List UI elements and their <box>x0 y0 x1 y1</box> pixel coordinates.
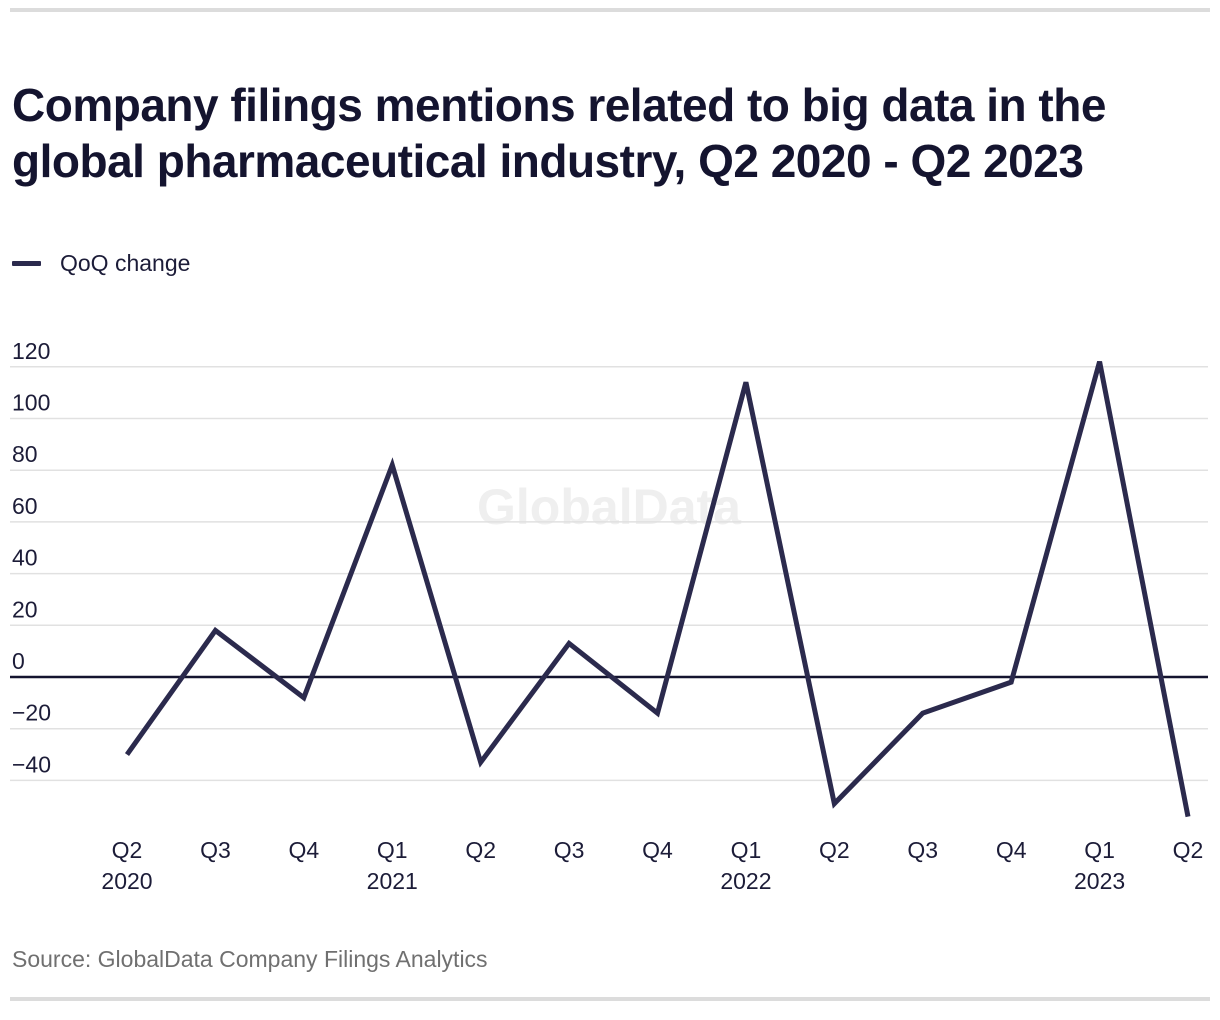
x-tick-label: Q3 <box>200 837 231 863</box>
x-tick-label: Q1 <box>731 837 762 863</box>
y-tick-label: 20 <box>12 596 38 622</box>
x-tick-label: Q4 <box>642 837 673 863</box>
y-tick-label: 80 <box>12 441 38 467</box>
legend: QoQ change <box>12 248 190 278</box>
x-tick-label: Q4 <box>288 837 319 863</box>
x-year-label: 2021 <box>367 868 418 894</box>
y-tick-label: 120 <box>12 338 50 364</box>
x-tick-label: Q4 <box>996 837 1027 863</box>
page-title-line-2: global pharmaceutical industry, Q2 2020 … <box>12 134 1084 187</box>
top-divider <box>10 8 1210 12</box>
bottom-divider <box>10 997 1210 1001</box>
x-tick-label: Q2 <box>819 837 850 863</box>
watermark-text: GlobalData <box>477 479 742 535</box>
x-tick-label: Q1 <box>1084 837 1115 863</box>
y-tick-label: 100 <box>12 390 50 416</box>
y-tick-label: −20 <box>12 700 51 726</box>
y-tick-label: −40 <box>12 751 51 777</box>
page-title-line-1: Company filings mentions related to big … <box>12 78 1106 131</box>
x-year-label: 2023 <box>1074 868 1125 894</box>
source-text: Source: GlobalData Company Filings Analy… <box>12 946 488 972</box>
y-tick-label: 40 <box>12 545 38 571</box>
x-tick-label: Q3 <box>554 837 585 863</box>
series-line <box>124 360 1191 818</box>
legend-label: QoQ change <box>60 249 191 276</box>
y-tick-label: 60 <box>12 493 38 519</box>
x-year-label: 2022 <box>720 868 771 894</box>
x-tick-label: Q3 <box>907 837 938 863</box>
legend-line-swatch <box>12 260 41 266</box>
x-tick-label: Q2 <box>112 837 143 863</box>
y-tick-label: 0 <box>12 648 25 674</box>
x-tick-label: Q1 <box>377 837 408 863</box>
x-tick-label: Q2 <box>465 837 496 863</box>
x-year-label: 2020 <box>101 868 152 894</box>
x-tick-label: Q2 <box>1173 837 1204 863</box>
page-title: Company filings mentions related to big … <box>12 77 1212 189</box>
